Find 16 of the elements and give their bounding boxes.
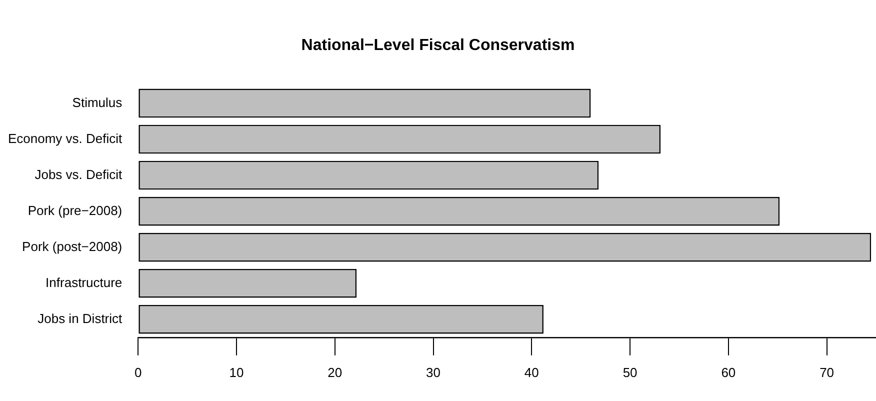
y-tick-label: Pork (pre−2008) <box>28 202 122 218</box>
x-tick-label: 70 <box>820 364 834 380</box>
y-tick-label: Economy vs. Deficit <box>8 130 123 146</box>
x-tick-label: 0 <box>134 364 142 380</box>
x-tick-label: 50 <box>622 364 638 380</box>
x-tick-label: 10 <box>229 364 244 380</box>
x-tick-label: 20 <box>328 364 342 380</box>
x-tick-label: 60 <box>721 364 736 380</box>
y-tick-label: Jobs in District <box>38 310 123 326</box>
x-tick-label: 30 <box>426 364 441 380</box>
y-tick-label: Stimulus <box>72 94 123 110</box>
x-tick-label: 40 <box>524 364 539 380</box>
y-tick-label: Infrastructure <box>46 274 122 290</box>
y-tick-label: Jobs vs. Deficit <box>34 166 123 182</box>
y-tick-label: Pork (post−2008) <box>22 238 122 254</box>
chart-title: National−Level Fiscal Conservatism <box>301 37 575 54</box>
